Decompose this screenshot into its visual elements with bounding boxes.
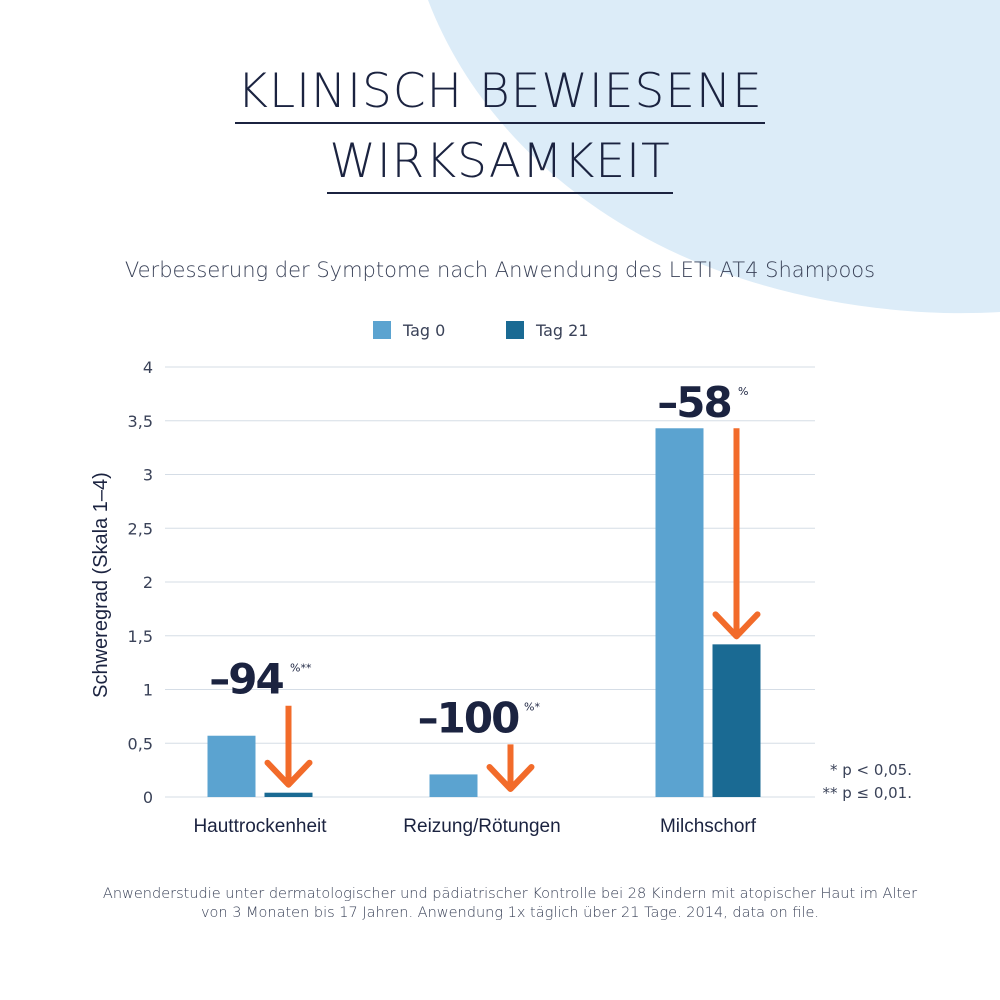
bar-tag21	[264, 792, 313, 797]
bar-tag21	[712, 644, 761, 797]
y-tick-label: 3	[143, 466, 153, 485]
legend-label: Tag 0	[402, 321, 445, 340]
y-tick-label: 0	[143, 788, 153, 807]
study-footnote: Anwenderstudie unter dermatologischer un…	[100, 885, 920, 923]
x-category-label: Hauttrockenheit	[193, 816, 327, 837]
chart-title: Verbesserung der Symptome nach Anwendung…	[124, 258, 876, 282]
reduction-percentage: –100	[418, 693, 519, 742]
y-tick-label: 2	[143, 573, 153, 592]
y-tick-label: 1	[143, 681, 153, 700]
y-tick-label: 1,5	[128, 627, 153, 646]
x-category-label: Milchschorf	[660, 816, 757, 837]
significance-note: ** p ≤ 0,01.	[822, 784, 912, 802]
y-axis-label: Schweregrad (Skala 1–4)	[90, 472, 112, 698]
significance-marker: %*	[524, 700, 540, 713]
footnote-line-2: von 3 Monaten bis 17 Jahren. Anwendung 1…	[200, 905, 820, 921]
page-title-line-1: KLINISCH BEWIESENE	[0, 64, 1000, 124]
bar-tag0	[207, 735, 256, 797]
y-tick-label: 4	[143, 358, 153, 377]
reduction-percentage: –94	[209, 655, 283, 704]
y-tick-label: 0,5	[128, 734, 153, 753]
x-category-label: Reizung/Rötungen	[403, 816, 560, 837]
reduction-arrow	[486, 744, 535, 792]
reduction-arrow	[712, 428, 761, 640]
bar-tag0	[655, 428, 704, 797]
bar-tag0	[429, 774, 478, 797]
legend-label: Tag 21	[535, 321, 589, 340]
footnote-line-1: Anwenderstudie unter dermatologischer un…	[102, 886, 918, 902]
y-tick-label: 3,5	[128, 412, 153, 431]
significance-marker: %	[738, 385, 748, 398]
reduction-percentage: –58	[657, 378, 730, 427]
significance-marker: %**	[290, 662, 312, 675]
y-tick-label: 2,5	[128, 519, 153, 538]
reduction-arrow	[264, 705, 313, 788]
legend-swatch	[373, 321, 391, 339]
significance-note: * p < 0,05.	[830, 761, 912, 779]
page-title-line-2: WIRKSAMKEIT	[0, 134, 1000, 194]
legend-swatch	[506, 321, 524, 339]
